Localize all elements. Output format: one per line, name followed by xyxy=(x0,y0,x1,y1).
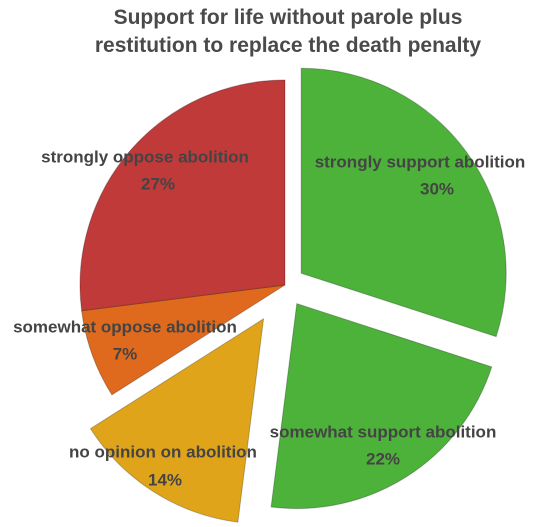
value-label: 7% xyxy=(113,344,138,363)
pie-slice xyxy=(79,79,286,312)
slice-label: strongly support abolition xyxy=(315,152,526,171)
value-label: 14% xyxy=(148,470,182,489)
slice-label: no opinion on abolition xyxy=(69,442,257,461)
chart-title: Support for life without parole plus res… xyxy=(94,6,482,57)
slice-label: strongly oppose abolition xyxy=(41,147,249,166)
pie-slice xyxy=(300,67,507,338)
pie-slice xyxy=(81,284,286,396)
value-label: 27% xyxy=(141,174,175,193)
value-label: 30% xyxy=(420,179,454,198)
value-label: 22% xyxy=(366,449,400,468)
slice-label: somewhat support abolition xyxy=(270,422,497,441)
pie-slice xyxy=(270,302,493,510)
slice-label: somewhat oppose abolition xyxy=(13,317,237,336)
pie-slice xyxy=(89,317,265,523)
